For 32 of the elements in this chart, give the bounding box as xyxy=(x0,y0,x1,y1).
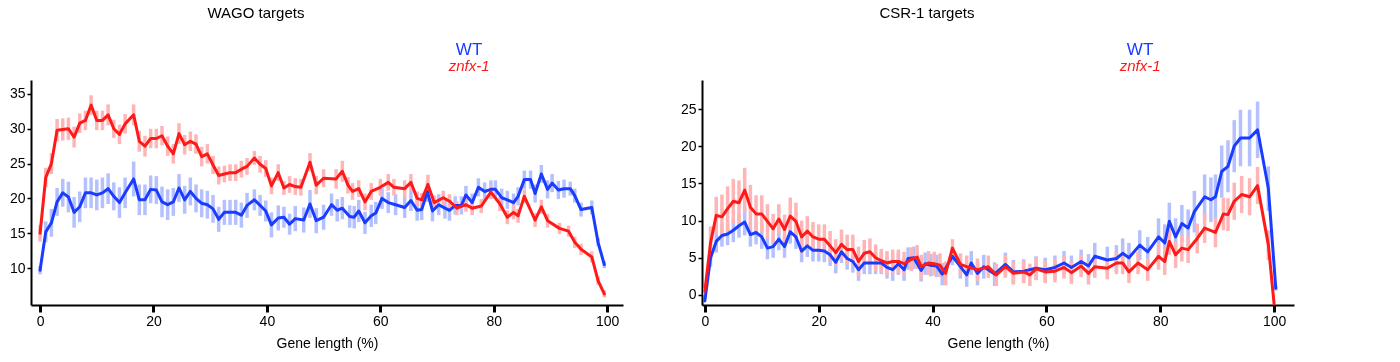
y-tick-label: 20 xyxy=(680,137,697,154)
y-tick-label: 25 xyxy=(9,155,26,172)
x-tick-label: 60 xyxy=(1039,312,1055,329)
chart-title: WAGO targets xyxy=(207,4,305,21)
x-tick-label: 100 xyxy=(595,312,620,329)
x-axis-title: Gene length (%) xyxy=(276,334,379,351)
text: WT xyxy=(455,40,483,59)
y-tick-label: 0 xyxy=(688,286,697,303)
y-tick-label: 15 xyxy=(680,174,697,191)
x-tick-label: 0 xyxy=(701,312,710,329)
text: znfx-1 xyxy=(1118,57,1161,74)
x-tick-label: 40 xyxy=(925,312,942,329)
y-tick-label: 10 xyxy=(680,212,697,229)
x-tick-label: 40 xyxy=(259,312,276,329)
y-tick-label: 25 xyxy=(680,100,697,117)
x-tick-label: 20 xyxy=(811,312,828,329)
y-tick-label: 5 xyxy=(688,249,697,266)
x-tick-label: 80 xyxy=(1152,312,1169,329)
x-axis-title: Gene length (%) xyxy=(947,334,1050,351)
y-tick-label: 10 xyxy=(9,259,26,276)
y-tick-label: 30 xyxy=(9,120,26,137)
x-tick-label: 20 xyxy=(146,312,162,329)
chart-title: CSR-1 targets xyxy=(879,4,975,21)
y-tick-label: 15 xyxy=(9,224,26,241)
text: znfx-1 xyxy=(447,57,490,74)
text: WT xyxy=(1126,40,1154,59)
x-tick-label: 80 xyxy=(486,312,503,329)
x-tick-label: 60 xyxy=(373,312,389,329)
x-tick-label: 100 xyxy=(1262,312,1287,329)
y-tick-label: 35 xyxy=(9,85,26,102)
y-tick-label: 20 xyxy=(9,189,26,206)
x-tick-label: 0 xyxy=(36,312,45,329)
